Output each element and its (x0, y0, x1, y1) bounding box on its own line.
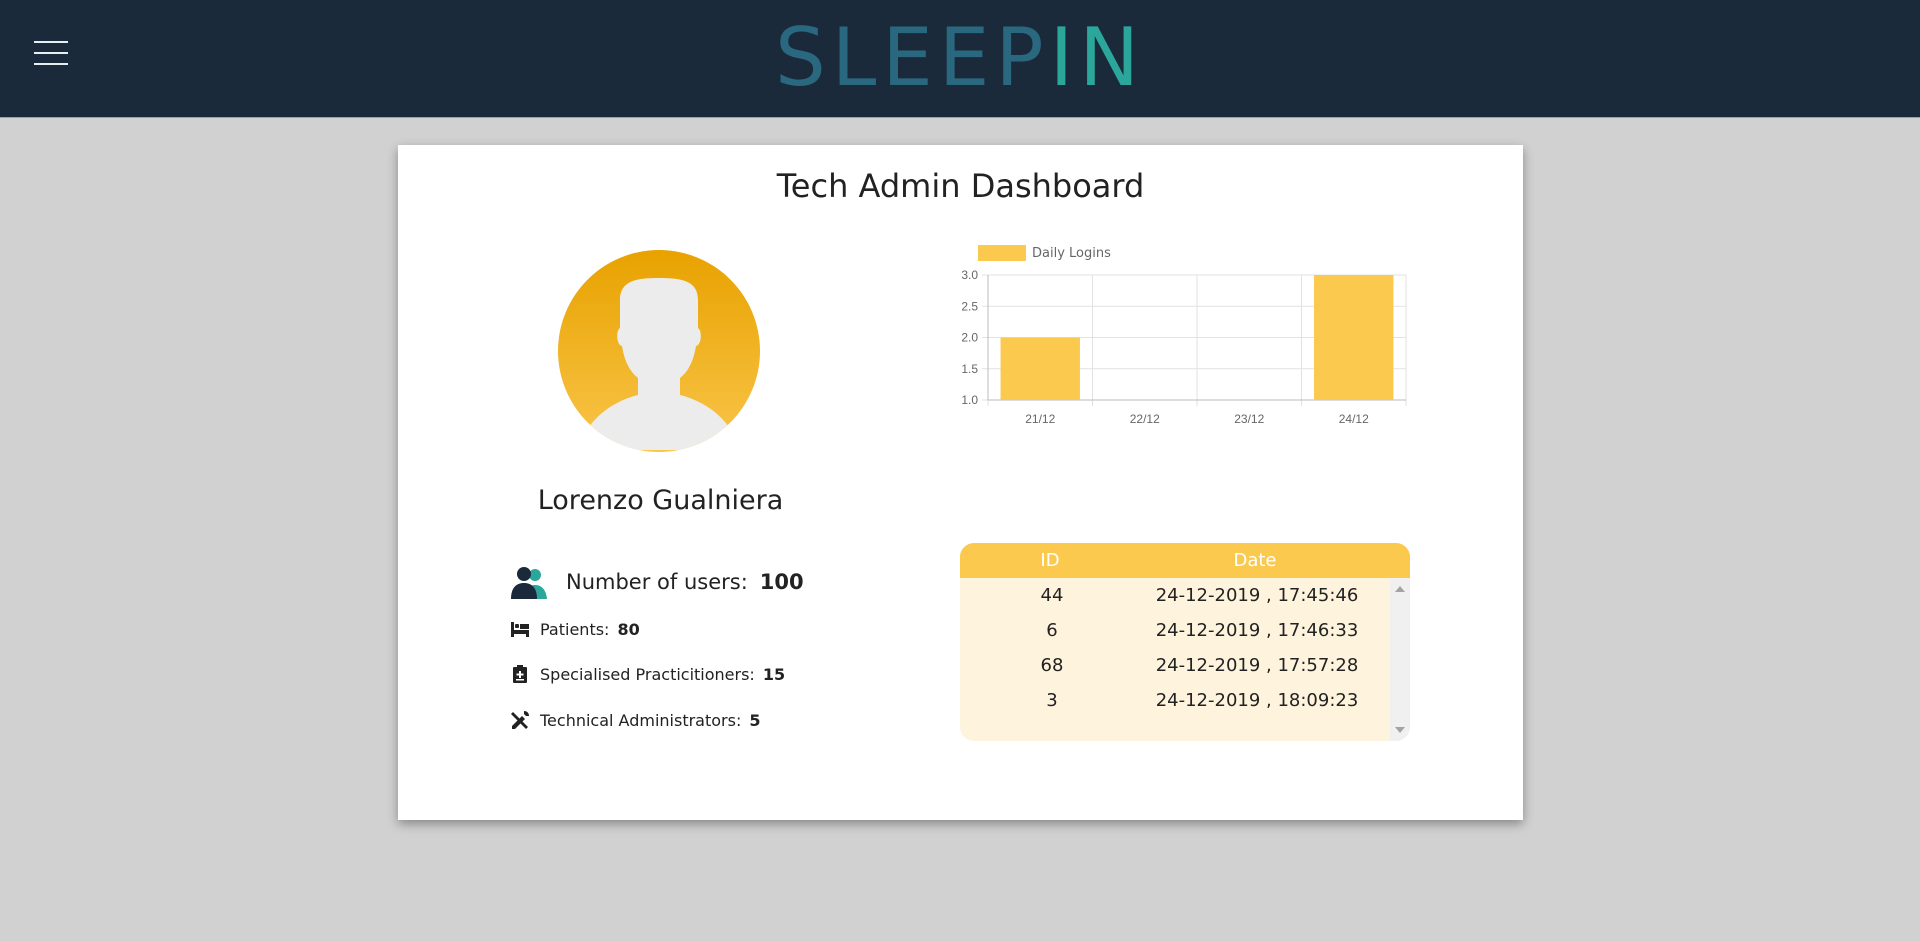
stat-specialised-practitioners: Specialised Practicitioners: 15 (510, 664, 785, 684)
y-tick-label: 2.0 (961, 331, 978, 345)
y-tick-label: 2.5 (961, 299, 978, 313)
table-header: ID Date (960, 543, 1410, 578)
row-date: 24-12-2019 , 18:09:23 (1155, 690, 1359, 711)
bed-icon (511, 622, 529, 637)
patients-value: 80 (617, 619, 640, 639)
column-header-id: ID (1040, 550, 1060, 571)
stat-number-of-users: Number of users: 100 (510, 565, 804, 599)
specialised-value: 15 (762, 664, 786, 684)
brand-logo[interactable]: SLEEPIN (0, 18, 1920, 98)
logins-table: ID Date 44 24-12-2019 , 17:45:46 6 24-12… (960, 543, 1410, 741)
scroll-up-arrow-icon[interactable] (1395, 586, 1405, 592)
table-row: 44 24-12-2019 , 17:45:46 (960, 578, 1410, 613)
dashboard-card: Tech Admin Dashboard Lorenzo Gualniera N… (398, 145, 1523, 820)
brand-logo-in: IN (1049, 11, 1146, 104)
user-silhouette-icon (578, 278, 740, 450)
y-tick-label: 3.0 (961, 268, 978, 282)
table-row: 3 24-12-2019 , 18:09:23 (960, 683, 1410, 718)
medical-clipboard-icon (513, 665, 527, 683)
bar (1314, 275, 1394, 400)
chart-legend: Daily Logins (978, 245, 1111, 261)
users-label: Number of users: (566, 570, 748, 594)
stat-patients: Patients: 80 (510, 619, 640, 639)
scroll-down-arrow-icon[interactable] (1395, 727, 1405, 733)
users-value: 100 (759, 570, 804, 594)
row-date: 24-12-2019 , 17:57:28 (1155, 655, 1359, 676)
bar (1000, 337, 1080, 400)
y-tick-label: 1.0 (961, 393, 978, 407)
tools-icon (511, 711, 529, 729)
top-navigation-bar: SLEEPIN (0, 0, 1920, 118)
x-tick-label: 24/12 (1339, 412, 1369, 426)
table-row: 68 24-12-2019 , 17:57:28 (960, 648, 1410, 683)
legend-swatch (978, 245, 1026, 261)
column-header-date: Date (1233, 550, 1277, 571)
table-body[interactable]: 44 24-12-2019 , 17:45:46 6 24-12-2019 , … (960, 578, 1410, 741)
row-date: 24-12-2019 , 17:46:33 (1155, 620, 1359, 641)
table-row: 6 24-12-2019 , 17:46:33 (960, 613, 1410, 648)
daily-logins-chart: 1.0 1.5 2.0 2.5 3.0 21/12 22/12 23/12 24/12 (961, 268, 1407, 426)
legend-label: Daily Logins (1032, 245, 1111, 261)
row-id: 3 (1046, 690, 1058, 711)
page-title: Tech Admin Dashboard (776, 167, 1145, 205)
row-id: 6 (1046, 620, 1058, 641)
tech-admins-value: 5 (749, 710, 761, 730)
patients-label: Patients: (540, 619, 610, 639)
tech-admins-label: Technical Administrators: (540, 710, 742, 730)
avatar (558, 250, 760, 452)
row-id: 44 (1040, 585, 1064, 606)
users-icon (511, 567, 547, 599)
x-tick-label: 23/12 (1234, 412, 1264, 426)
x-tick-label: 22/12 (1130, 412, 1160, 426)
stat-technical-administrators: Technical Administrators: 5 (510, 710, 761, 730)
row-id: 68 (1040, 655, 1064, 676)
profile-name: Lorenzo Gualniera (537, 485, 784, 516)
row-date: 24-12-2019 , 17:45:46 (1155, 585, 1359, 606)
hamburger-menu-icon[interactable] (34, 38, 68, 68)
table-scrollbar[interactable] (1390, 578, 1410, 741)
brand-logo-sleep: SLEEP (774, 11, 1050, 104)
x-tick-label: 21/12 (1025, 412, 1055, 426)
y-tick-label: 1.5 (961, 362, 978, 376)
specialised-label: Specialised Practicitioners: (540, 664, 755, 684)
